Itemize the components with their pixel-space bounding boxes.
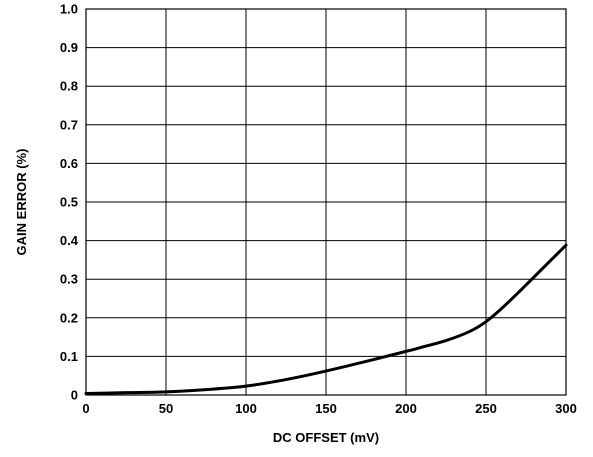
- x-tick-label: 200: [395, 401, 417, 416]
- y-tick-label: 0.4: [60, 233, 79, 248]
- plot-frame: [85, 8, 567, 396]
- x-tick-label: 150: [315, 401, 337, 416]
- x-tick-label: 100: [235, 401, 257, 416]
- x-tick-label: 50: [159, 401, 173, 416]
- series-layer: [84, 243, 568, 395]
- y-axis-title: GAIN ERROR (%): [14, 149, 29, 256]
- x-tick-label: 300: [555, 401, 577, 416]
- y-tick-label: 0.1: [60, 349, 78, 364]
- y-tick-label: 0.8: [60, 79, 78, 94]
- gain-error-series-line: [84, 243, 568, 395]
- x-tick-label: 0: [82, 401, 89, 416]
- y-tick-label: 1.0: [60, 2, 78, 17]
- x-tick-label: 250: [475, 401, 497, 416]
- y-tick-label: 0: [71, 388, 78, 403]
- y-tick-label: 0.2: [60, 310, 78, 325]
- y-tick-label: 0.9: [60, 40, 78, 55]
- x-tick-labels: 0 50 100 150 200 250 300: [82, 401, 576, 416]
- y-tick-label: 0.6: [60, 156, 78, 171]
- y-tick-label: 0.3: [60, 272, 78, 287]
- x-axis-title: DC OFFSET (mV): [273, 430, 379, 445]
- y-tick-labels: 0 0.1 0.2 0.3 0.4 0.5 0.6 0.7 0.8 0.9 1.0: [60, 2, 79, 403]
- grid: [85, 8, 567, 396]
- y-tick-label: 0.5: [60, 195, 78, 210]
- y-tick-label: 0.7: [60, 117, 78, 132]
